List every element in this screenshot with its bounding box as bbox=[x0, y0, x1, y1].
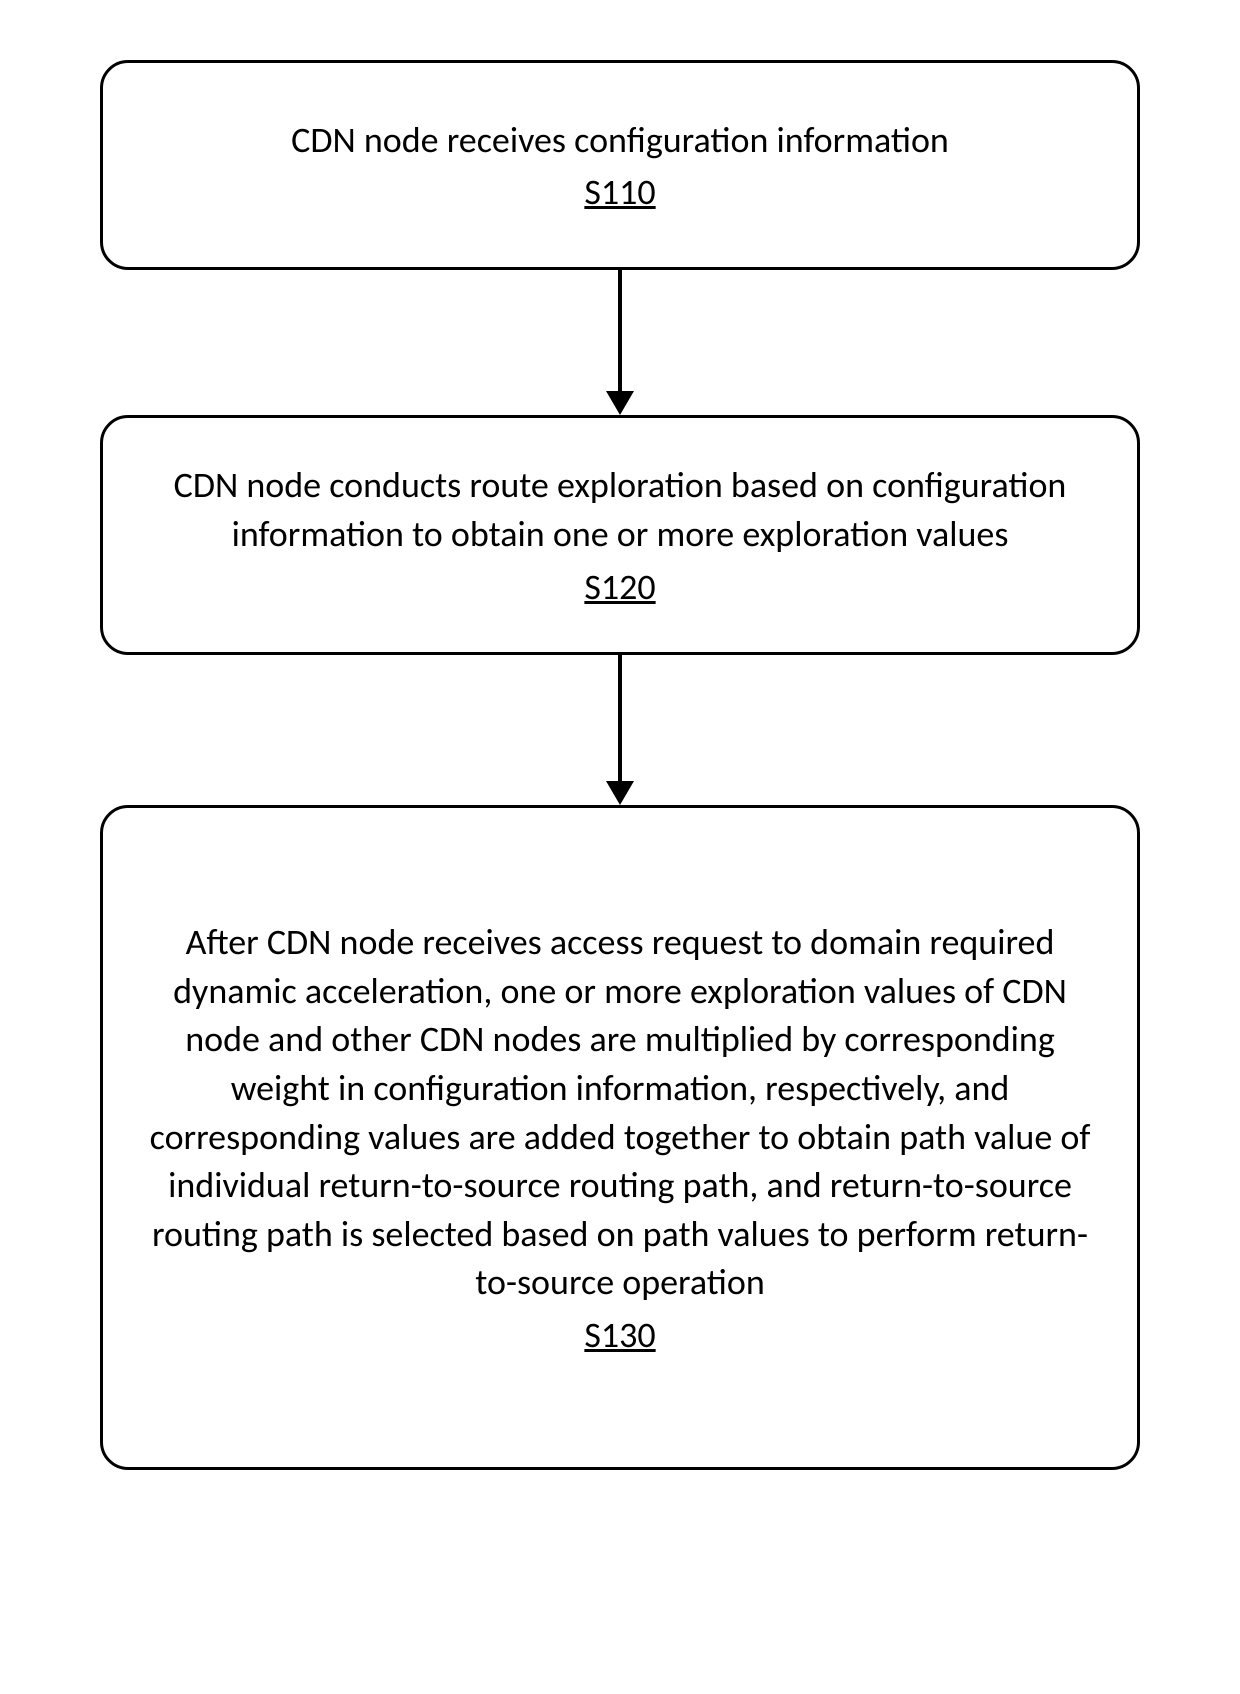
arrow-line bbox=[618, 655, 622, 783]
flow-node-s120: CDN node conducts route exploration base… bbox=[100, 415, 1140, 655]
node-text: CDN node conducts route exploration base… bbox=[143, 461, 1097, 558]
node-text: After CDN node receives access request t… bbox=[143, 918, 1097, 1307]
arrow-line bbox=[618, 270, 622, 393]
arrow-head-icon bbox=[606, 391, 634, 415]
arrow-head-icon bbox=[606, 781, 634, 805]
flow-node-s130: After CDN node receives access request t… bbox=[100, 805, 1140, 1470]
flowchart-container: CDN node receives configuration informat… bbox=[0, 0, 1240, 1694]
node-text: CDN node receives configuration informat… bbox=[291, 116, 949, 165]
node-ref: S110 bbox=[584, 170, 655, 214]
flow-node-s110: CDN node receives configuration informat… bbox=[100, 60, 1140, 270]
node-ref: S130 bbox=[584, 1313, 655, 1357]
node-ref: S120 bbox=[584, 565, 655, 609]
